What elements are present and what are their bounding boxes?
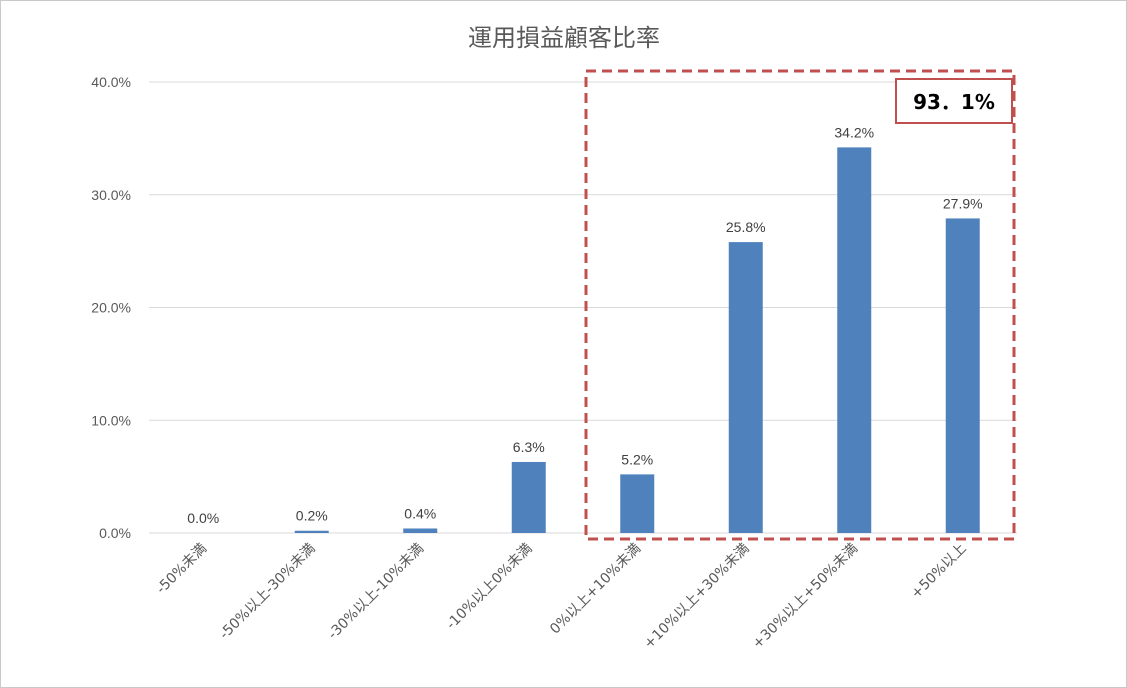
callout-box: [895, 78, 1013, 124]
y-tick-label: 30.0%: [91, 187, 131, 203]
bar: [294, 530, 329, 533]
data-label: 5.2%: [621, 451, 653, 467]
callout-percentage: 93．1%: [913, 90, 995, 114]
data-label: 0.0%: [187, 510, 219, 526]
y-tick-label: 20.0%: [91, 300, 131, 316]
x-tick-label: 0%以上+10%未満: [547, 541, 644, 638]
y-tick-label: 10.0%: [91, 412, 131, 428]
data-label: 34.2%: [834, 124, 874, 140]
x-tick-label: +10%以上+30%未満: [641, 541, 753, 653]
data-labels: 0.0% 0.2% 0.4% 6.3% 5.2% 25.8% 34.2% 27.9%: [187, 124, 982, 526]
highlight-dashed-box: [584, 69, 1016, 541]
x-tick-label: -50%未満: [153, 541, 210, 598]
bar: [620, 474, 655, 533]
x-tick-label: -50%以上-30%未満: [217, 541, 319, 643]
bar: [837, 147, 872, 533]
x-tick-label: +50%以上: [908, 541, 969, 602]
bar: [511, 461, 546, 533]
data-label: 0.2%: [296, 508, 328, 524]
bar: [945, 218, 980, 534]
y-tick-label: 40.0%: [91, 74, 131, 90]
x-tick-label: -30%以上-10%未満: [325, 541, 427, 643]
data-label: 25.8%: [726, 219, 766, 235]
bars: [294, 147, 980, 534]
bar: [728, 242, 763, 534]
gridlines: [149, 81, 1017, 534]
chart-title: 運用損益顧客比率: [468, 24, 660, 52]
data-label: 6.3%: [513, 439, 545, 455]
bar: [403, 528, 438, 533]
x-tick-label: +30%以上+50%未満: [750, 541, 862, 653]
data-label: 27.9%: [943, 195, 983, 211]
y-tick-label: 0.0%: [99, 525, 131, 541]
x-tick-label: -10%以上0%未満: [443, 541, 535, 633]
data-label: 0.4%: [404, 505, 436, 521]
y-axis-ticks: 0.0% 10.0% 20.0% 30.0% 40.0%: [91, 74, 131, 541]
x-axis-ticks: -50%未満 -50%以上-30%未満 -30%以上-10%未満 -10%以上0%未満…: [153, 541, 969, 653]
